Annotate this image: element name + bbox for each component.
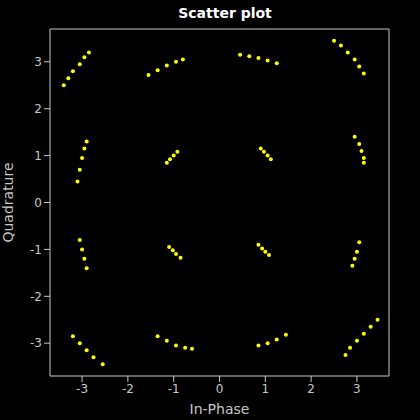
svg-text:-3: -3 — [30, 336, 42, 350]
svg-text:2: 2 — [307, 382, 315, 396]
svg-text:0: 0 — [34, 196, 42, 210]
svg-text:-3: -3 — [76, 382, 88, 396]
svg-text:1: 1 — [261, 382, 269, 396]
svg-text:Quadrature: Quadrature — [8, 162, 16, 242]
svg-text:2: 2 — [34, 102, 42, 116]
html-text:Scatter plot: Scatter plot — [178, 5, 272, 21]
svg-text:-1: -1 — [30, 243, 42, 257]
svg-text:-2: -2 — [122, 382, 134, 396]
svg-text:In-Phase: In-Phase — [190, 401, 250, 417]
svg-text:-2: -2 — [30, 290, 42, 304]
svg-text:1: 1 — [34, 149, 42, 163]
svg-text:3: 3 — [34, 55, 42, 69]
svg-text:0: 0 — [216, 382, 224, 396]
svg-text:-1: -1 — [168, 382, 180, 396]
svg-text:3: 3 — [353, 382, 361, 396]
